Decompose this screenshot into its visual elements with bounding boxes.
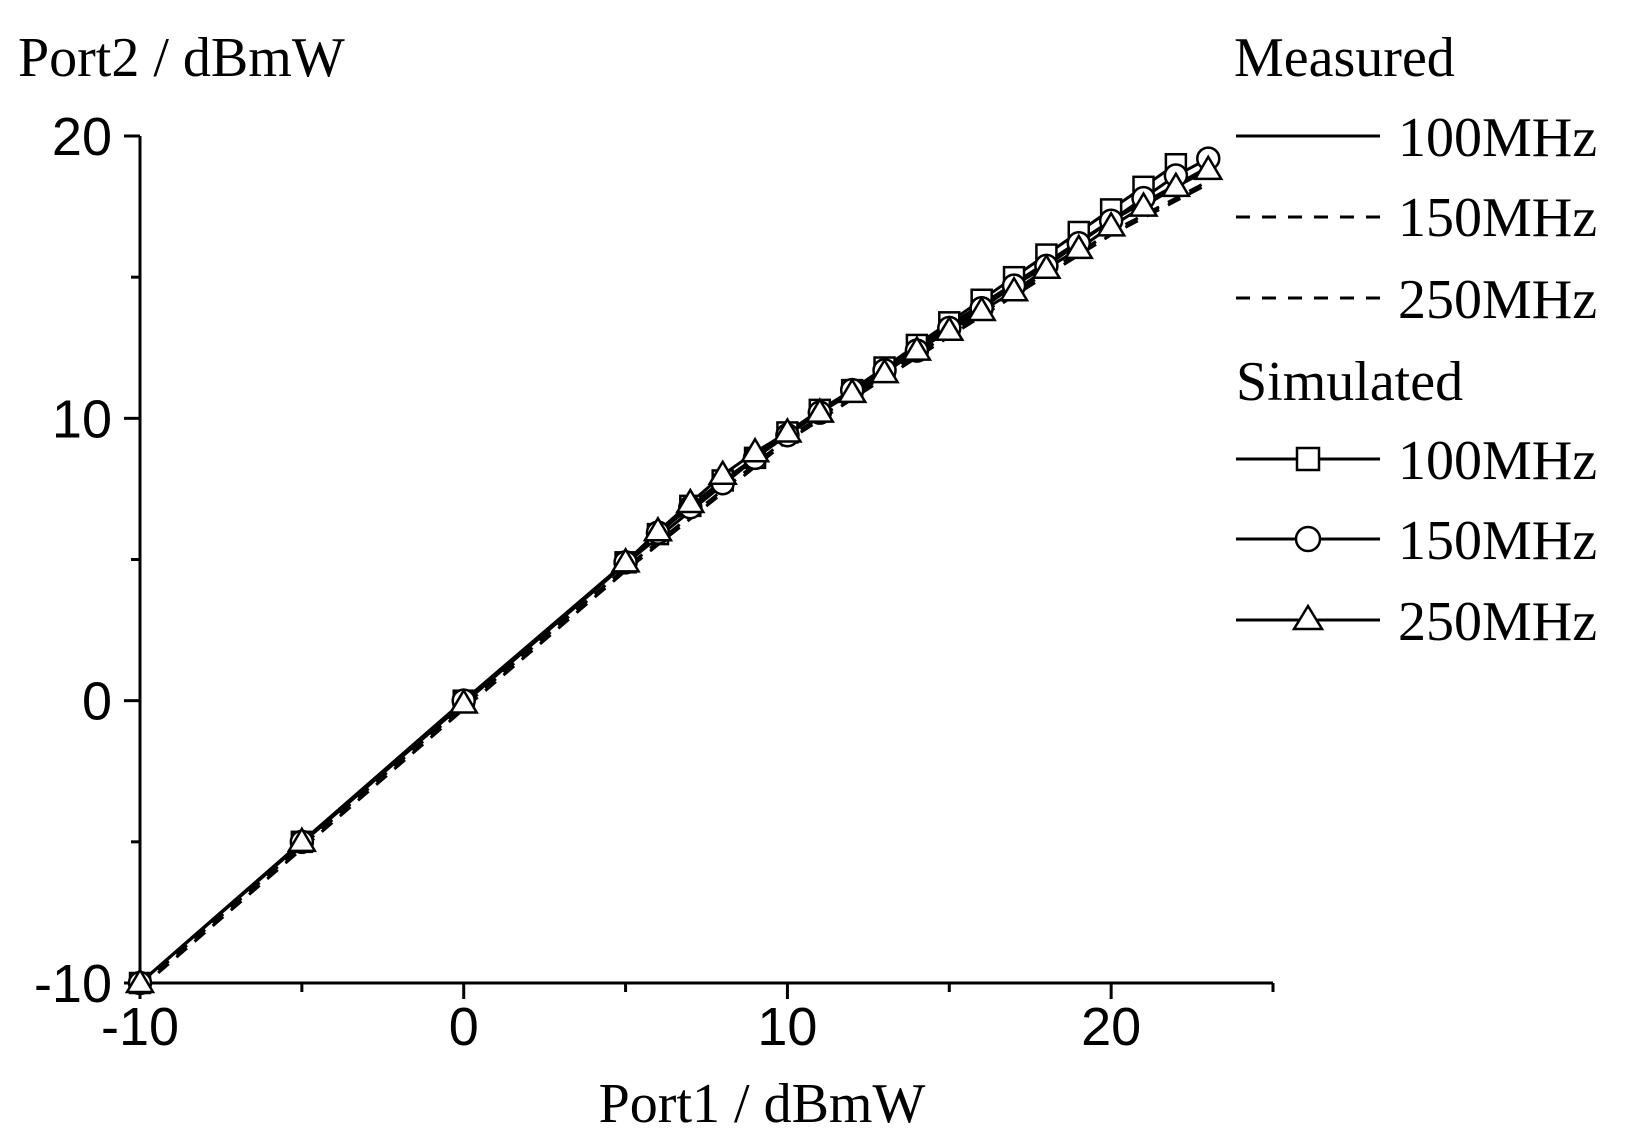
axis-tick-labels: -10 0 10 20 -10 0 10 20 xyxy=(34,107,1141,1057)
marker-triangle-sim_250 xyxy=(610,546,641,573)
legend-label-simulated-100: 100MHz xyxy=(1398,430,1597,492)
legend-label-measured-100: 100MHz xyxy=(1398,107,1597,169)
marker-triangle-sim_250 xyxy=(1193,154,1224,181)
x-tick-label: 0 xyxy=(449,997,479,1057)
marker-triangle-sim_250 xyxy=(901,335,933,361)
marker-triangle-sim_250 xyxy=(739,436,771,463)
series-layer xyxy=(139,157,1210,990)
legend-label-measured-250: 250MHz xyxy=(1398,269,1597,331)
x-tick-label: 20 xyxy=(1081,997,1141,1057)
marker-layer xyxy=(124,146,1224,996)
marker-triangle-sim_250 xyxy=(1160,171,1192,198)
legend-marker-circle xyxy=(1294,525,1322,553)
marker-triangle-sim_250 xyxy=(707,459,738,486)
legend-group-title-measured: Measured xyxy=(1234,27,1455,89)
marker-triangle-sim_250 xyxy=(448,688,479,714)
marker-triangle-sim_250 xyxy=(966,295,997,322)
marker-triangle-sim_250 xyxy=(836,377,868,404)
legend-label-measured-150: 150MHz xyxy=(1398,187,1597,249)
series-line-sim_250 xyxy=(139,168,1209,985)
series-line-meas_150 xyxy=(139,179,1209,987)
y-tick-label: 10 xyxy=(52,389,112,449)
y-axis-title: Port2 / dBmW xyxy=(18,27,345,89)
marker-triangle-sim_250 xyxy=(1063,233,1094,260)
series-line-meas_250 xyxy=(139,182,1209,990)
marker-triangle-sim_250 xyxy=(124,967,156,994)
marker-triangle-sim_250 xyxy=(675,487,706,514)
marker-triangle-sim_250 xyxy=(286,826,318,853)
marker-triangle-sim_250 xyxy=(1031,253,1062,279)
x-tick-label: 10 xyxy=(757,997,817,1057)
legend-label-simulated-250: 250MHz xyxy=(1398,591,1597,653)
series-line-sim_150 xyxy=(139,157,1209,985)
marker-triangle-sim_250 xyxy=(1095,210,1127,237)
y-tick-label: -10 xyxy=(34,954,112,1014)
marker-triangle-sim_250 xyxy=(772,416,803,443)
legend-marker-triangle xyxy=(1291,603,1325,631)
marker-triangle-sim_250 xyxy=(642,515,674,542)
y-tick-label: 0 xyxy=(82,672,112,732)
x-axis-title: Port1 / dBmW xyxy=(599,1073,926,1135)
legend-marker-square xyxy=(1295,446,1321,472)
y-tick-label: 20 xyxy=(52,107,112,167)
marker-triangle-sim_250 xyxy=(1128,191,1159,217)
legend-label-simulated-150: 150MHz xyxy=(1398,510,1597,572)
series-line-meas_100 xyxy=(139,165,1210,985)
marker-triangle-sim_250 xyxy=(869,357,900,384)
marker-triangle-sim_250 xyxy=(998,275,1030,302)
axis-ticks xyxy=(124,134,1275,999)
marker-triangle-sim_250 xyxy=(804,397,835,423)
legend: Measured 100MHz 150MHz 250MHz Simulated … xyxy=(1234,27,1597,653)
x-tick-label: -10 xyxy=(101,997,179,1057)
legend-group-title-simulated: Simulated xyxy=(1236,351,1463,413)
marker-triangle-sim_250 xyxy=(934,315,965,342)
